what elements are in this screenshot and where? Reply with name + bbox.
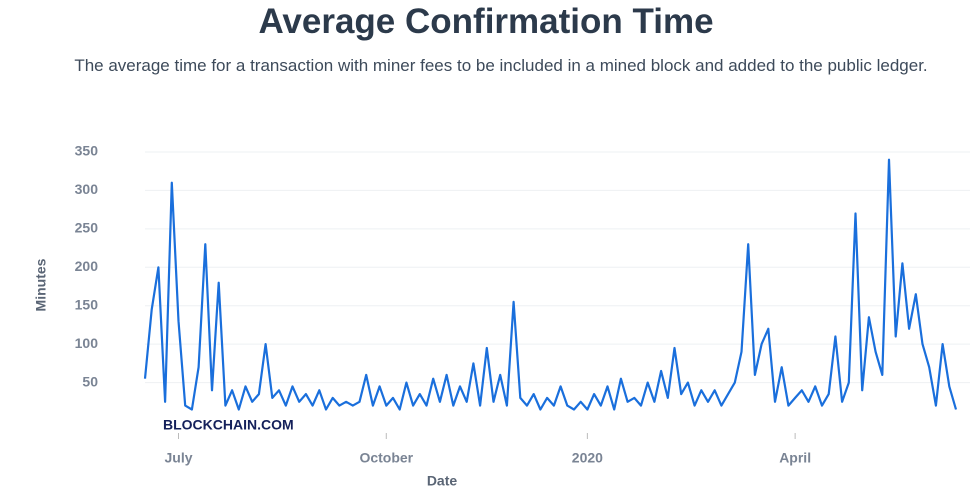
y-axis-label: Minutes [33,258,49,311]
chart-subtitle: The average time for a transaction with … [74,56,928,75]
x-tick-label: October [359,450,413,466]
y-tick-label: 350 [75,143,99,159]
y-tick-label: 300 [75,181,99,197]
x-tick-label: July [165,450,193,466]
data-line [143,158,958,411]
y-tick-label: 250 [75,220,99,236]
x-tick-label: 2020 [572,450,603,466]
watermark: BLOCKCHAIN.COM [163,417,294,433]
y-tick-label: 150 [75,296,99,312]
x-tick-label: April [779,450,811,466]
y-tick-label: 100 [75,335,99,351]
x-axis-label: Date [427,473,458,489]
y-tick-label: 50 [82,373,98,389]
y-tick-label: 200 [75,258,99,274]
chart-title: Average Confirmation Time [258,2,714,41]
